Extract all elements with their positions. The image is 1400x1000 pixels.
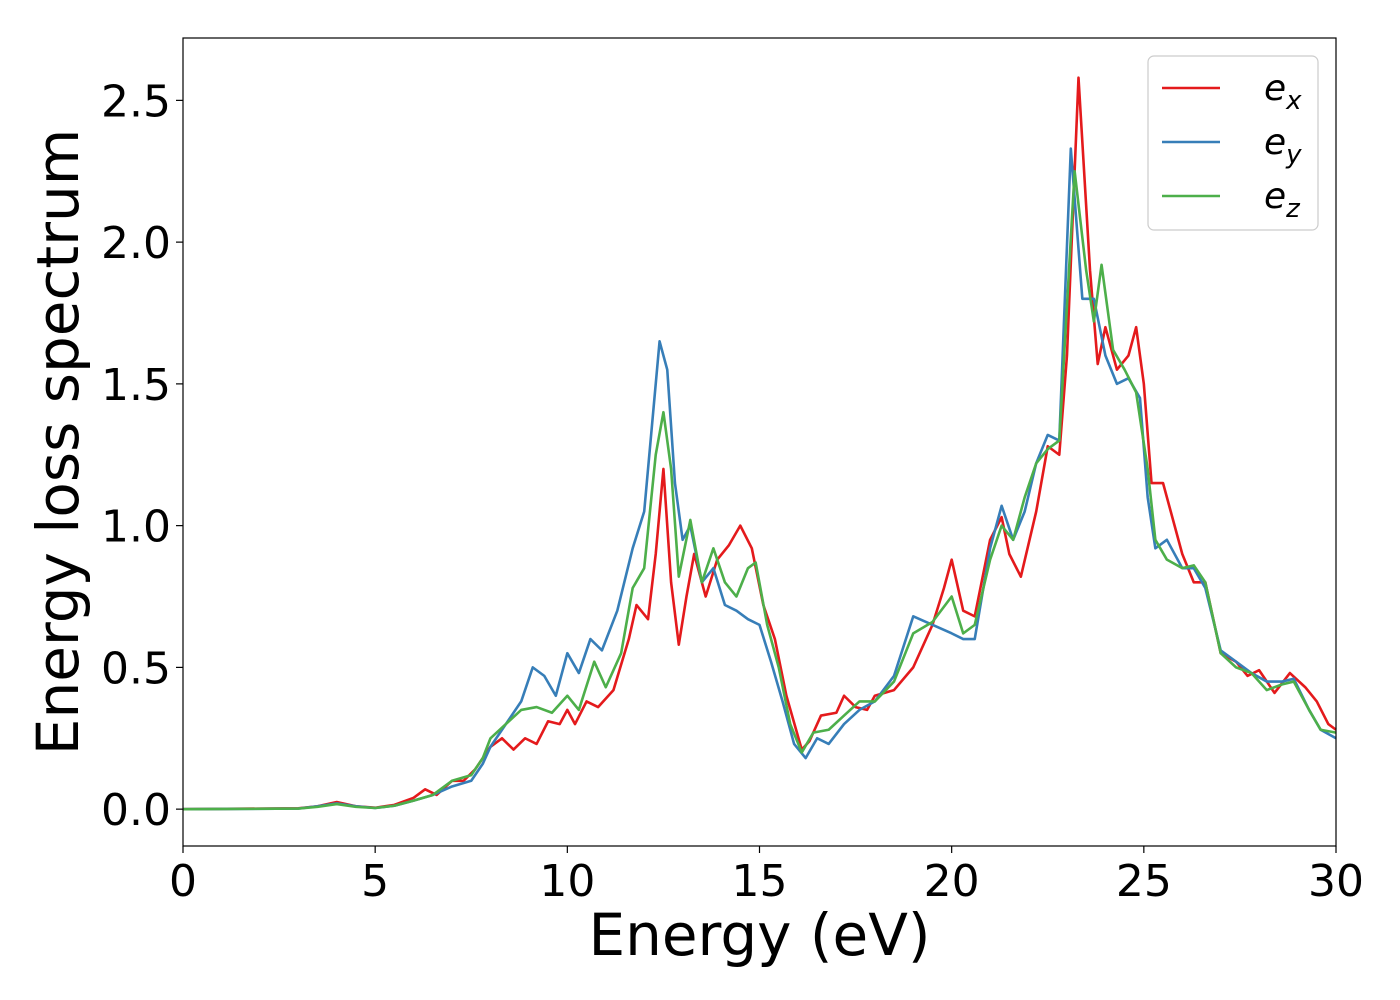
series-line-e-y	[182, 147, 1337, 811]
legend-label: ez	[1264, 176, 1301, 224]
series-line-e-x	[182, 76, 1337, 811]
legend-label-base: e	[1264, 176, 1286, 217]
series-line-e-z	[182, 169, 1337, 811]
plot-frame	[182, 37, 1337, 847]
x-tick-label: 30	[1308, 856, 1364, 907]
y-tick-label: 1.5	[101, 360, 171, 411]
legend-label-subscript: x	[1285, 86, 1302, 116]
y-axis-label: Energy loss spectrum	[24, 129, 92, 755]
legend-label-base: e	[1264, 122, 1286, 163]
x-tick-label: 25	[1116, 856, 1172, 907]
x-tick-label: 20	[924, 856, 980, 907]
y-tick-label: 2.0	[101, 218, 171, 269]
x-tick-label: 5	[361, 856, 389, 907]
y-tick-label: 2.5	[101, 76, 171, 127]
legend-label-subscript: y	[1285, 140, 1302, 170]
x-tick-label: 15	[732, 856, 788, 907]
series-lines	[182, 76, 1337, 811]
legend-label: ey	[1264, 122, 1302, 170]
y-tick-label: 0.5	[101, 643, 171, 694]
legend-label-base: e	[1264, 68, 1286, 109]
y-tick-label: 0.0	[101, 785, 171, 836]
x-tick-label: 0	[169, 856, 197, 907]
x-axis-ticks: 0 5 10 15 20 25 30	[169, 846, 1364, 907]
y-axis-ticks: 0.0 0.5 1.0 1.5 2.0 2.5	[101, 76, 183, 836]
y-tick-label: 1.0	[101, 502, 171, 553]
legend-box	[1147, 55, 1319, 231]
x-tick-label: 10	[539, 856, 595, 907]
x-axis-label: Energy (eV)	[588, 901, 930, 969]
legend-label-subscript: z	[1285, 194, 1301, 224]
legend-label: ex	[1264, 68, 1302, 116]
